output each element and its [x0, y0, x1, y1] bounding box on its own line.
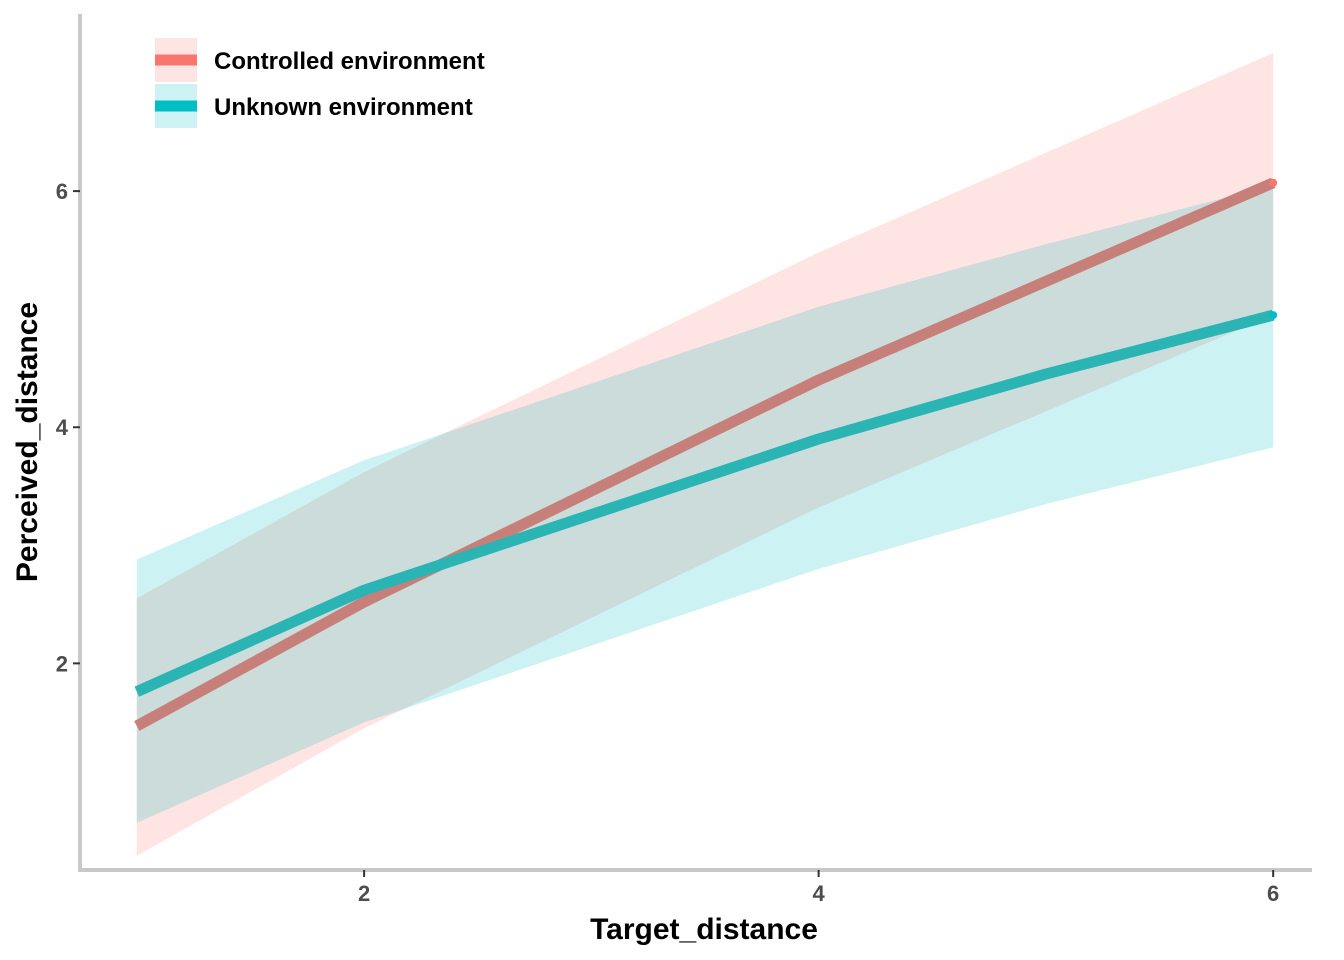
- y-tick-label: 4: [56, 415, 69, 440]
- unknown-environment-line: [134, 309, 1275, 697]
- confidence-ribbons: [136, 53, 1274, 856]
- y-tick-label: 2: [56, 651, 68, 676]
- x-axis-ticks: 2 4 6: [358, 870, 1279, 906]
- series-lines: [134, 177, 1278, 731]
- x-axis-title: Target_distance: [590, 913, 818, 946]
- unknown-environment-end-point: [1269, 311, 1278, 320]
- legend: Controlled environment Unknown environmen…: [155, 38, 485, 128]
- y-tick-label: 6: [56, 179, 68, 204]
- controlled-environment-end-point: [1269, 178, 1278, 187]
- unknown-environment-legend-label: Unknown environment: [214, 94, 473, 121]
- x-tick-label: 2: [358, 881, 370, 906]
- unknown-environment-confidence-band: [136, 185, 1274, 823]
- y-axis-title: Perceived_distance: [11, 302, 44, 582]
- x-tick-label: 4: [813, 881, 826, 906]
- controlled-environment-legend-label: Controlled environment: [214, 48, 485, 75]
- controlled-environment-line: [134, 177, 1276, 731]
- y-axis-ticks: 2 4 6: [56, 179, 80, 676]
- controlled-environment-confidence-band: [136, 53, 1274, 856]
- x-tick-label: 6: [1267, 881, 1279, 906]
